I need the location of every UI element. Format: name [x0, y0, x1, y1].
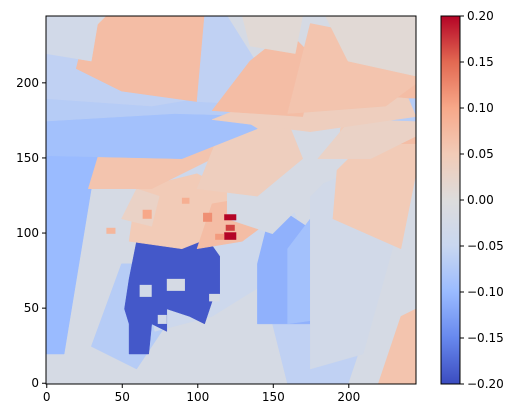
heatmap-region-39	[203, 212, 213, 222]
heatmap-region-34	[224, 232, 237, 240]
heatmap-region-27	[46, 16, 100, 62]
colorbar-gradient	[441, 16, 460, 384]
colorbar-tick-label: −0.10	[467, 285, 504, 299]
heatmap-region-37	[142, 209, 152, 219]
colorbar: 0.20 0.15 0.10 0.05 0.00 −0.05 −0.10 −0.15 −0.20	[440, 9, 504, 391]
colorbar-tick-label: 0.10	[467, 101, 494, 115]
x-tick-label: 200	[337, 390, 360, 404]
y-axis: 0 50 100 150 200	[16, 76, 46, 390]
colorbar-ticks: 0.20 0.15 0.10 0.05 0.00 −0.05 −0.10 −0.15 −0.20	[460, 9, 504, 391]
x-tick-label: 150	[262, 390, 285, 404]
colorbar-tick-label: −0.05	[467, 239, 504, 253]
x-tick-label: 0	[43, 390, 51, 404]
plot-frame	[45, 15, 417, 385]
colorbar-tick-label: 0.20	[467, 9, 494, 23]
heatmap-region-33	[209, 293, 220, 302]
heatmap-region-8	[377, 308, 416, 384]
y-tick-label: 150	[16, 151, 39, 165]
heatmap-region-40	[215, 233, 225, 240]
colorbar-tick-label: 0.15	[467, 55, 494, 69]
colorbar-tick-label: 0.00	[467, 193, 494, 207]
heatmap-region-32	[157, 314, 167, 324]
y-tick-label: 0	[31, 376, 39, 390]
y-tick-label: 200	[16, 76, 39, 90]
heatmap-region-38	[181, 197, 190, 204]
heatmap-image	[46, 16, 416, 384]
heatmap-region-31	[139, 284, 152, 297]
x-axis: 0 50 100 150 200	[43, 384, 360, 404]
x-tick-label: 50	[115, 390, 130, 404]
heatmap-region-29	[242, 16, 303, 54]
heatmap-region-28	[325, 16, 416, 77]
heatmap-plot-area	[46, 16, 416, 384]
heatmap-region-36	[224, 214, 237, 221]
colorbar-tick-label: −0.15	[467, 331, 504, 345]
x-tick-label: 100	[186, 390, 209, 404]
heatmap-region-35	[225, 224, 235, 231]
colorbar-tick-label: 0.05	[467, 147, 494, 161]
heatmap-region-41	[106, 227, 116, 234]
y-tick-label: 100	[16, 226, 39, 240]
y-tick-label: 50	[24, 301, 39, 315]
colorbar-tick-label: −0.20	[467, 377, 504, 391]
heatmap-region-30	[166, 278, 185, 291]
